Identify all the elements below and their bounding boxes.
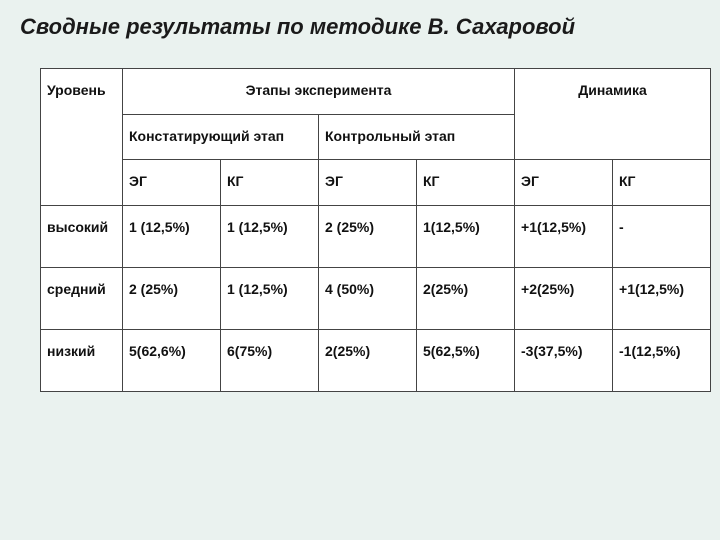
cell: +1(12,5%) xyxy=(613,267,711,329)
results-table: Уровень Этапы эксперимента Динамика Конс… xyxy=(40,68,711,392)
cell: +2(25%) xyxy=(515,267,613,329)
cell: 1 (12,5%) xyxy=(221,205,319,267)
cell: 2 (25%) xyxy=(319,205,417,267)
cell: 1 (12,5%) xyxy=(123,205,221,267)
table-row: средний 2 (25%) 1 (12,5%) 4 (50%) 2(25%)… xyxy=(41,267,711,329)
cell: 5(62,6%) xyxy=(123,329,221,391)
results-table-wrap: Уровень Этапы эксперимента Динамика Конс… xyxy=(18,68,702,392)
th-kg-2: КГ xyxy=(417,160,515,206)
cell: +1(12,5%) xyxy=(515,205,613,267)
page-title: Сводные результаты по методике В. Сахаро… xyxy=(20,14,702,40)
cell: 2(25%) xyxy=(417,267,515,329)
th-dynamics: Динамика xyxy=(515,69,711,160)
table-row: низкий 5(62,6%) 6(75%) 2(25%) 5(62,5%) -… xyxy=(41,329,711,391)
cell: 1 (12,5%) xyxy=(221,267,319,329)
cell-level: высокий xyxy=(41,205,123,267)
th-const-stage: Констатирующий этап xyxy=(123,114,319,160)
th-eg-3: ЭГ xyxy=(515,160,613,206)
cell-level: низкий xyxy=(41,329,123,391)
th-ctrl-stage: Контрольный этап xyxy=(319,114,515,160)
th-eg-2: ЭГ xyxy=(319,160,417,206)
th-kg-1: КГ xyxy=(221,160,319,206)
th-eg-1: ЭГ xyxy=(123,160,221,206)
cell: 4 (50%) xyxy=(319,267,417,329)
th-stages: Этапы эксперимента xyxy=(123,69,515,115)
cell: - xyxy=(613,205,711,267)
cell: 1(12,5%) xyxy=(417,205,515,267)
th-level: Уровень xyxy=(41,69,123,206)
table-row: высокий 1 (12,5%) 1 (12,5%) 2 (25%) 1(12… xyxy=(41,205,711,267)
th-kg-3: КГ xyxy=(613,160,711,206)
cell: 2 (25%) xyxy=(123,267,221,329)
cell: 6(75%) xyxy=(221,329,319,391)
cell: 5(62,5%) xyxy=(417,329,515,391)
cell: 2(25%) xyxy=(319,329,417,391)
cell: -3(37,5%) xyxy=(515,329,613,391)
cell-level: средний xyxy=(41,267,123,329)
cell: -1(12,5%) xyxy=(613,329,711,391)
